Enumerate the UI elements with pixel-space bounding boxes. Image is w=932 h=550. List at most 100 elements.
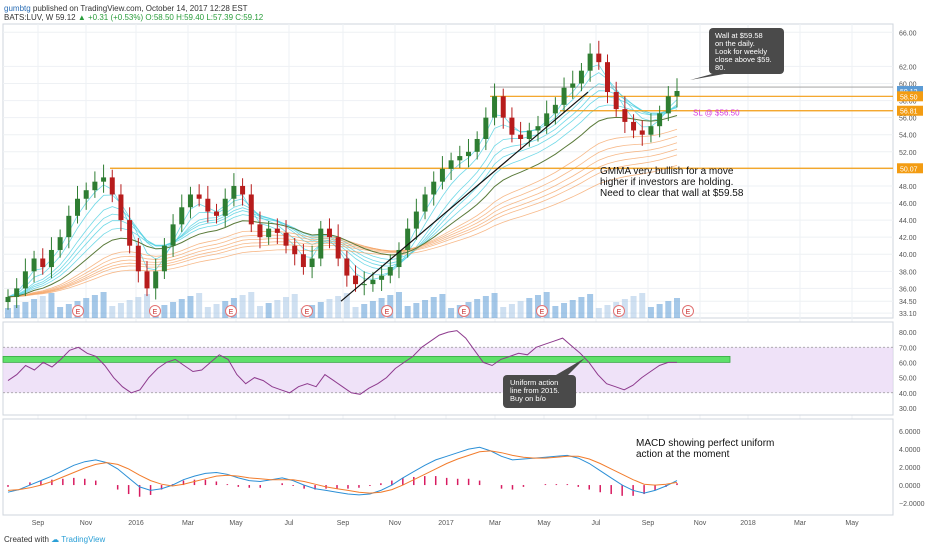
earnings-marker-icon (301, 305, 313, 317)
x-tick-label: 2018 (740, 520, 756, 527)
gmma-note-line-3: Need to clear that wall at $59.58 (600, 188, 744, 199)
x-tick-label: Mar (489, 520, 502, 527)
macd-tick-label: 4.0000 (899, 447, 921, 454)
x-tick-label: Sep (32, 520, 45, 527)
rsi-tick-label: 80.00 (899, 330, 917, 337)
candle-body (552, 104, 558, 114)
volume-bar (378, 298, 385, 318)
volume-bar (48, 293, 55, 318)
publish-line: gumbtg published on TradingView.com, Oct… (4, 4, 248, 13)
symbol-line: BATS:LUV, W 59.12 ▲ +0.31 (+0.53%) O:58.… (4, 13, 263, 22)
rsi-band-fill (3, 347, 893, 393)
candle-body (405, 228, 411, 250)
volume-bar (126, 300, 133, 318)
stop-loss-label: SL @ $56.50 (693, 108, 740, 117)
macd-tick-label: 2.0000 (899, 465, 921, 472)
macd-y-axis: −2.0000 0.0000 2.0000 4.0000 6.0000 (899, 429, 925, 508)
macd-signal-line (7, 450, 678, 494)
volume-bar (647, 307, 654, 318)
volume-bar (404, 306, 411, 318)
candle-body (66, 215, 72, 238)
price-tick-label: 56.00 (899, 116, 917, 123)
x-tick-label: 2016 (128, 520, 144, 527)
rsi-tick-label: 40.00 (899, 391, 917, 398)
price-tick-label: 60.00 (899, 81, 917, 88)
candle-body (596, 53, 602, 63)
candle-body (422, 194, 428, 212)
rsi-tick-label: 70.00 (899, 345, 917, 352)
candle-body (300, 254, 306, 268)
candle-body (561, 87, 567, 105)
volume-bar (135, 297, 142, 318)
price-label-box (897, 163, 923, 174)
publisher-link[interactable]: gumbtg (4, 4, 31, 13)
time-x-axis: Sep Nov 2016 Mar May Jul Sep Nov 2017 Mar May Jul Se… (32, 520, 859, 527)
volume-bar (595, 308, 602, 318)
candle-body (231, 185, 237, 199)
candle-body (457, 156, 463, 161)
candle-body (492, 96, 498, 118)
earnings-marker-label: E (385, 309, 390, 316)
wall-callout-line-5: 80. (715, 63, 725, 72)
volume-bar (117, 303, 124, 318)
candle-body (127, 220, 133, 246)
candle-body (179, 207, 185, 225)
volume-bar (587, 294, 594, 318)
volume-bar (352, 307, 359, 318)
price-tick-label: 62.00 (899, 64, 917, 71)
volume-bar (83, 298, 90, 318)
rsi-callout-line-1: Uniform action (510, 378, 558, 387)
candle-body (75, 198, 81, 216)
wall-callout-box (709, 28, 784, 74)
volume-bar (178, 299, 185, 318)
volume-bar (578, 297, 585, 318)
price-tick-label: 40.00 (899, 252, 917, 259)
candle-body (465, 151, 471, 157)
candle-body (48, 249, 54, 268)
volume-bar (196, 293, 203, 318)
tradingview-logo-icon: ☁ (51, 535, 60, 544)
candle-body (587, 53, 593, 71)
earnings-marker-icon (458, 305, 470, 317)
candle-body (257, 224, 263, 238)
x-tick-label: May (537, 520, 551, 527)
rsi-callout-line-3: Buy on b/o (510, 394, 546, 403)
volume-bar (674, 298, 680, 318)
volume-bar (526, 298, 533, 318)
rsi-callout-pointer (556, 358, 585, 375)
price-tick-label: 54.00 (899, 133, 917, 140)
earnings-marker-icon (536, 305, 548, 317)
price-tick-label: 46.00 (899, 201, 917, 208)
horizontal-levels (110, 86, 893, 169)
rsi-callout: Uniform action line from 2015. Buy on b/… (503, 358, 585, 408)
macd-note-line-1: MACD showing perfect uniform (636, 438, 774, 449)
x-tick-label: Mar (182, 520, 195, 527)
macd-lines (7, 446, 678, 496)
price-tick-label: 48.00 (899, 184, 917, 191)
earnings-marker-label: E (229, 309, 234, 316)
earnings-marker-icon (381, 305, 393, 317)
volume-bar (109, 306, 116, 318)
price-label-box (897, 86, 923, 97)
tradingview-brand: TradingView (61, 535, 106, 544)
candle-body (631, 121, 637, 131)
price-tick-label: 52.00 (899, 150, 917, 157)
volume-bar (5, 308, 11, 318)
volume-bar (144, 294, 151, 318)
volume-bar (317, 302, 324, 318)
earnings-marker-label: E (540, 309, 545, 316)
price-tick-label: 33.10 (899, 311, 917, 318)
candle-body (283, 232, 289, 246)
earnings-marker-label: E (305, 309, 310, 316)
price-tick-label: 66.00 (899, 30, 917, 37)
earnings-marker-icon (613, 305, 625, 317)
candle-body (509, 117, 515, 135)
volume-bar (561, 303, 568, 318)
volume-bar (534, 295, 541, 318)
volume-bar (569, 300, 576, 318)
volume-bar (448, 308, 455, 318)
volume-bar (22, 302, 29, 318)
volume-bar (65, 304, 72, 318)
created-with-text: Created with (4, 535, 49, 544)
